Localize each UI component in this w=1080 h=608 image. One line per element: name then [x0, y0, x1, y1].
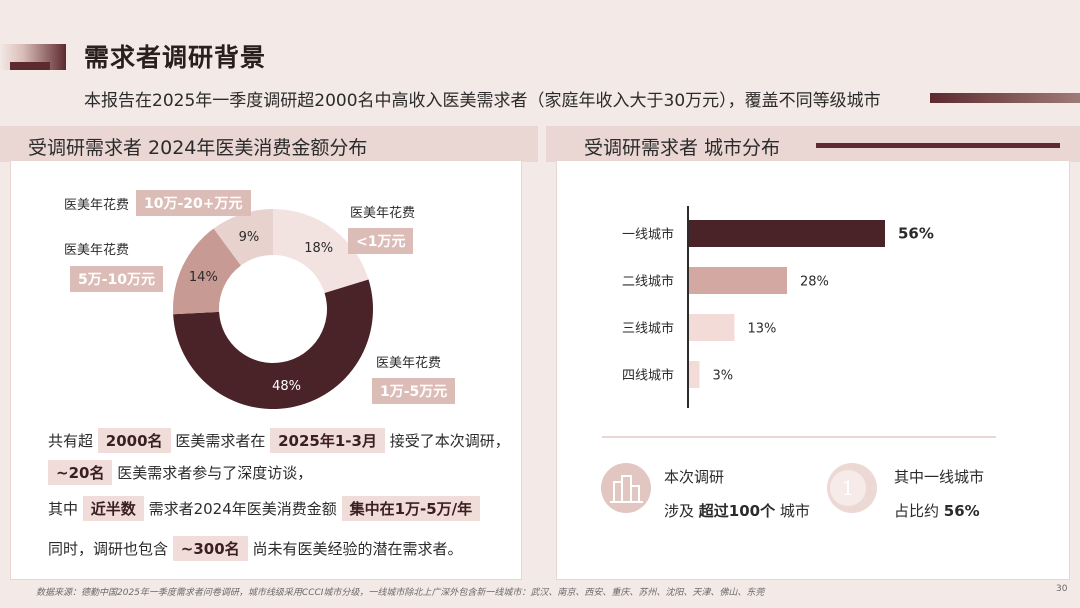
highlight-count: 2000名 [97, 428, 171, 453]
stat-text: 占比约 [894, 502, 940, 520]
page-subtitle: 本报告在2025年一季度调研超2000名中高收入医美需求者（家庭年收入大于30万… [84, 91, 881, 111]
donut-value-label-10-20w: 9% [239, 230, 260, 245]
stat-tier1-line: 占比约 56% [894, 500, 980, 521]
summary-text: 其中 [48, 500, 79, 518]
bar-3 [689, 314, 735, 341]
page-number: 30 [1056, 584, 1068, 594]
donut-value-label-5-10w: 14% [189, 270, 218, 285]
donut-slice-lt1w [273, 209, 369, 294]
summary-line-2: ~20名 医美需求者参与了深度访谈， [48, 460, 312, 485]
stat-text: 城市 [779, 502, 810, 520]
stat-survey-label: 本次调研 [664, 468, 725, 486]
donut-label-prefix-lt1w: 医美年花费 [350, 206, 416, 221]
donut-tag-lt1w: <1万元 [348, 228, 414, 254]
donut-tag-10-20w: 10万-20+万元 [136, 190, 251, 216]
highlight-potential: ~300名 [172, 536, 248, 561]
highlight-period: 2025年1-3月 [270, 428, 385, 453]
donut-value-label-1-5w: 48% [272, 379, 301, 394]
donut-slice-5-10w [173, 228, 241, 315]
donut-label-prefix-5-10w: 医美年花费 [64, 243, 130, 258]
stats-divider [602, 436, 996, 438]
stat-text: 涉及 [664, 502, 695, 520]
donut-label-prefix-10-20w: 医美年花费 [64, 198, 130, 213]
bar-value-label: 13% [748, 322, 777, 337]
donut-slice-10-20w [213, 209, 273, 266]
page-title: 需求者调研背景 [84, 43, 267, 72]
highlight-range: 集中在1万-5万/年 [341, 496, 481, 521]
subtitle-decoration [930, 93, 1080, 103]
left-section-band [0, 126, 538, 162]
bar-value-label: 3% [713, 369, 734, 384]
summary-text: 医美需求者参与了深度访谈， [117, 464, 313, 482]
bar-value-label: 28% [800, 275, 829, 290]
right-section-title: 受调研需求者 城市分布 [584, 137, 781, 159]
stat-city-count: 超过100个 [698, 502, 776, 520]
right-title-decoration [816, 143, 1060, 148]
summary-text: 需求者2024年医美消费金额 [148, 500, 337, 518]
donut-label-prefix-1-5w: 医美年花费 [376, 356, 442, 371]
number-one-icon: 1 [827, 463, 877, 513]
city-bar-chart: 一线城市 56% 二线城市 28% 三线城市 13% 四线城市 3% [622, 206, 934, 408]
bar-value-label: 56% [898, 225, 934, 243]
donut-tag-1-5w: 1万-5万元 [372, 378, 456, 404]
left-section-title: 受调研需求者 2024年医美消费金额分布 [28, 137, 368, 159]
summary-text: 尚未有医美经验的潜在需求者。 [252, 540, 463, 558]
donut-value-label-lt1w: 18% [304, 241, 333, 256]
stat-tier1-label: 其中一线城市 [894, 468, 985, 486]
stat-tier1-share: 56% [943, 502, 980, 520]
donut-tag-5-10w: 5万-10万元 [70, 266, 164, 292]
bar-category-label: 三线城市 [622, 321, 674, 337]
number-one-glyph: 1 [842, 476, 855, 500]
stat-survey-line: 涉及 超过100个 城市 [664, 500, 810, 521]
bar-1 [689, 220, 885, 247]
summary-line-3: 其中 近半数 需求者2024年医美消费金额 集中在1万-5万/年 [48, 496, 481, 521]
city-building-icon [601, 463, 651, 513]
summary-text: 共有超 [48, 432, 94, 450]
donut-slice-1-5w [173, 279, 373, 410]
summary-line-1: 共有超 2000名 医美需求者在 2025年1-3月 接受了本次调研， [48, 428, 510, 453]
bar-category-label: 二线城市 [622, 274, 674, 290]
summary-text: 同时，调研也包含 [48, 540, 169, 558]
summary-text: 医美需求者在 [175, 432, 266, 450]
source-footnote: 数据来源：德勤中国2025年一季度需求者问卷调研，城市线级采用CCCI城市分级，… [36, 588, 765, 598]
summary-line-4: 同时，调研也包含 ~300名 尚未有医美经验的潜在需求者。 [48, 536, 462, 561]
bar-category-label: 一线城市 [622, 227, 674, 243]
highlight-half: 近半数 [82, 496, 144, 521]
bar-category-label: 四线城市 [622, 368, 674, 384]
bar-2 [689, 267, 787, 294]
spending-donut-chart: 18% 48% 14% 9% [173, 209, 373, 410]
title-decoration-accent [10, 62, 50, 70]
highlight-interviews: ~20名 [48, 460, 113, 485]
bar-4 [689, 361, 700, 388]
summary-text: 接受了本次调研， [389, 432, 510, 450]
